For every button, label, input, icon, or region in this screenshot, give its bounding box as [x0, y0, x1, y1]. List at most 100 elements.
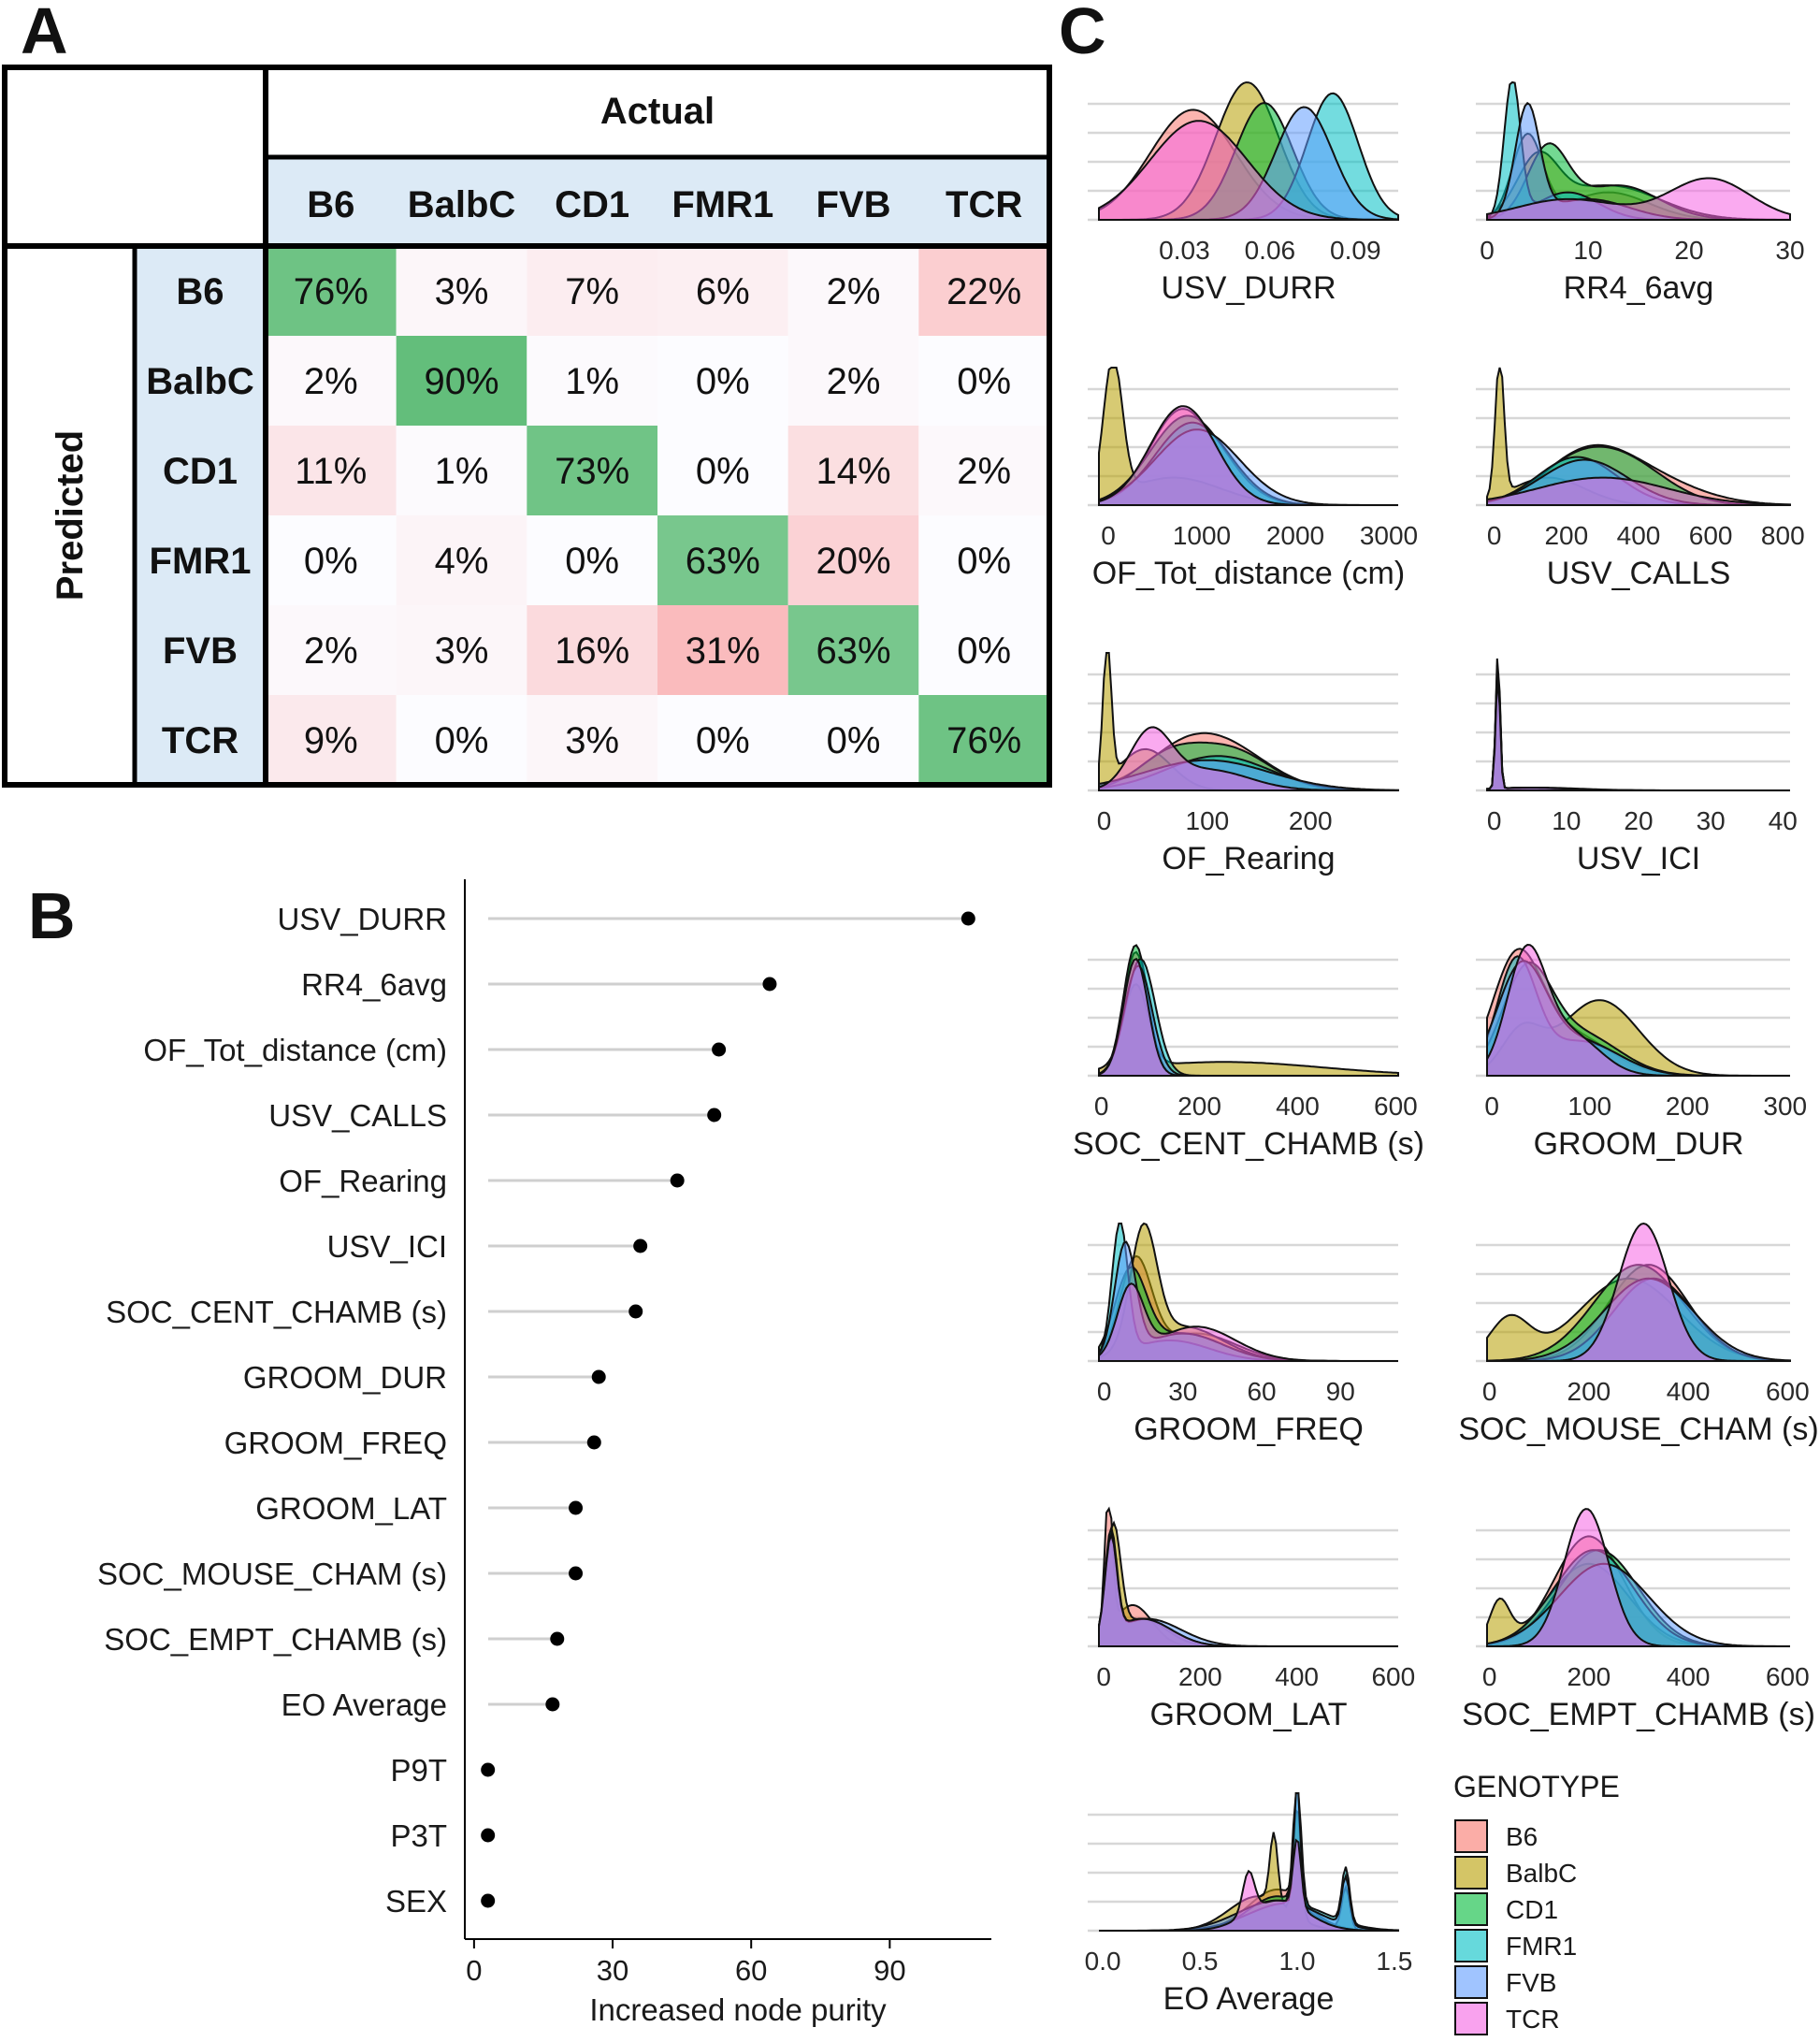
- matrix-cell: [527, 605, 657, 695]
- matrix-cell-label: 11%: [295, 451, 367, 492]
- importance-feature-label: RR4_6avg: [301, 967, 447, 1002]
- matrix-cell: [918, 336, 1049, 426]
- matrix-cell-label: 2%: [957, 451, 1011, 492]
- importance-point: [633, 1238, 648, 1253]
- density-tick-label: 1.5: [1376, 1947, 1412, 1976]
- matrix-cell-label: 4%: [435, 541, 489, 582]
- density-tick-label: 0: [1482, 1377, 1497, 1406]
- density-curve: [1486, 476, 1791, 506]
- matrix-cell: [396, 695, 527, 785]
- matrix-cell: [266, 336, 397, 426]
- matrix-cell: [918, 695, 1049, 785]
- importance-feature-label: GROOM_DUR: [243, 1360, 447, 1395]
- matrix-cell: [657, 336, 788, 426]
- importance-feature-label: GROOM_FREQ: [224, 1426, 447, 1460]
- importance-feature-label: SOC_MOUSE_CHAM (s): [97, 1557, 447, 1591]
- density-curve: [1486, 943, 1790, 1077]
- matrix-cell: [527, 695, 657, 785]
- density-tick-label: 200: [1567, 1377, 1611, 1406]
- matrix-cell: [918, 426, 1049, 515]
- matrix-cell-label: 0%: [435, 720, 489, 761]
- matrix-column-header: CD1: [555, 184, 629, 225]
- density-panel: 0 100 200 300 GROOM_DUR: [1476, 943, 1807, 1162]
- legend-swatch: [1454, 2002, 1488, 2035]
- matrix-cell: [396, 426, 527, 515]
- matrix-cell: [787, 695, 919, 785]
- density-tick-label: 0: [1094, 1092, 1109, 1121]
- header-predicted-bg: [135, 246, 266, 785]
- density-panel: 0 200 400 600 GROOM_LAT: [1088, 1506, 1415, 1732]
- density-xlabel: USV_CALLS: [1547, 556, 1731, 591]
- importance-feature-label: USV_DURR: [277, 902, 447, 936]
- legend-label: BalbC: [1506, 1859, 1577, 1888]
- density-tick-label: 0: [1482, 1662, 1497, 1691]
- importance-point: [481, 1762, 496, 1777]
- density-xlabel: EO Average: [1163, 1981, 1335, 2017]
- matrix-cell-label: 0%: [565, 541, 619, 582]
- density-xlabel: USV_ICI: [1577, 841, 1700, 876]
- importance-feature-label: OF_Tot_distance (cm): [143, 1033, 447, 1067]
- importance-point: [481, 1828, 496, 1843]
- density-tick-label: 1000: [1173, 521, 1231, 550]
- matrix-cell: [787, 515, 919, 605]
- importance-point: [569, 1500, 584, 1515]
- density-tick-label: 600: [1766, 1662, 1810, 1691]
- density-tick-label: 0: [1480, 236, 1495, 265]
- density-panel: 0 10 20 30 RR4_6avg: [1476, 80, 1805, 306]
- importance-feature-label: SOC_CENT_CHAMB (s): [106, 1295, 447, 1329]
- density-tick-label: 10: [1573, 236, 1602, 265]
- importance-point: [712, 1042, 727, 1057]
- density-curve: [1487, 1222, 1790, 1362]
- matrix-cell: [787, 246, 919, 336]
- matrix-ylabel-predicted: Predicted: [50, 430, 91, 601]
- density-tick-label: 400: [1667, 1662, 1711, 1691]
- matrix-cell-label: 90%: [424, 361, 498, 402]
- density-xlabel: OF_Tot_distance (cm): [1092, 556, 1405, 591]
- matrix-cell-label: 2%: [304, 630, 358, 672]
- matrix-grid: [2, 65, 1052, 788]
- density-tick-label: 200: [1178, 1662, 1222, 1691]
- importance-feature-label: USV_ICI: [327, 1229, 447, 1264]
- importance-point: [670, 1173, 685, 1188]
- matrix-cell-label: 7%: [565, 271, 619, 312]
- legend-label: TCR: [1506, 2005, 1560, 2034]
- legend-label: FMR1: [1506, 1932, 1577, 1961]
- matrix-cell: [657, 426, 788, 515]
- density-tick-label: 0: [1487, 806, 1502, 835]
- density-tick-label: 200: [1567, 1662, 1611, 1691]
- density-tick-label: 300: [1763, 1092, 1807, 1121]
- density-panel: 0 30 60 90 GROOM_FREQ: [1088, 1222, 1398, 1447]
- density-tick-label: 40: [1769, 806, 1798, 835]
- matrix-column-header: B6: [307, 184, 354, 225]
- matrix-cell-label: 2%: [827, 271, 881, 312]
- matrix-cell: [787, 336, 919, 426]
- density-tick-label: 600: [1371, 1662, 1415, 1691]
- density-curve: [1098, 1531, 1398, 1647]
- density-tick-label: 0.5: [1182, 1947, 1219, 1976]
- legend-swatch: [1454, 1819, 1488, 1853]
- density-tick-label: 400: [1276, 1092, 1320, 1121]
- density-curve: [1486, 1562, 1790, 1647]
- importance-feature-label: SEX: [385, 1884, 447, 1919]
- importance-feature-label: P3T: [390, 1818, 447, 1853]
- matrix-cell-label: 20%: [816, 541, 890, 582]
- matrix-cell: [657, 695, 788, 785]
- density-curve: [1098, 405, 1398, 506]
- density-panel: 0 200 400 600 SOC_CENT_CHAMB (s): [1073, 944, 1424, 1162]
- density-curve: [1098, 120, 1398, 221]
- matrix-cell-label: 0%: [696, 451, 750, 492]
- density-curve: [1486, 671, 1790, 791]
- matrix-cell: [527, 336, 657, 426]
- density-tick-label: 100: [1186, 806, 1230, 835]
- matrix-row-header: BalbC: [146, 361, 254, 402]
- legend-label: CD1: [1506, 1895, 1558, 1924]
- matrix-cell-label: 0%: [957, 541, 1011, 582]
- importance-xlabel: Increased node purity: [589, 1992, 887, 2027]
- importance-x-tick-label: 30: [597, 1954, 628, 1987]
- density-xlabel: SOC_EMPT_CHAMB (s): [1462, 1697, 1815, 1732]
- density-panel: 0 200 400 600 800 USV_CALLS: [1476, 367, 1805, 591]
- density-tick-label: 200: [1289, 806, 1333, 835]
- density-tick-label: 0.0: [1085, 1947, 1121, 1976]
- density-tick-label: 20: [1624, 806, 1653, 835]
